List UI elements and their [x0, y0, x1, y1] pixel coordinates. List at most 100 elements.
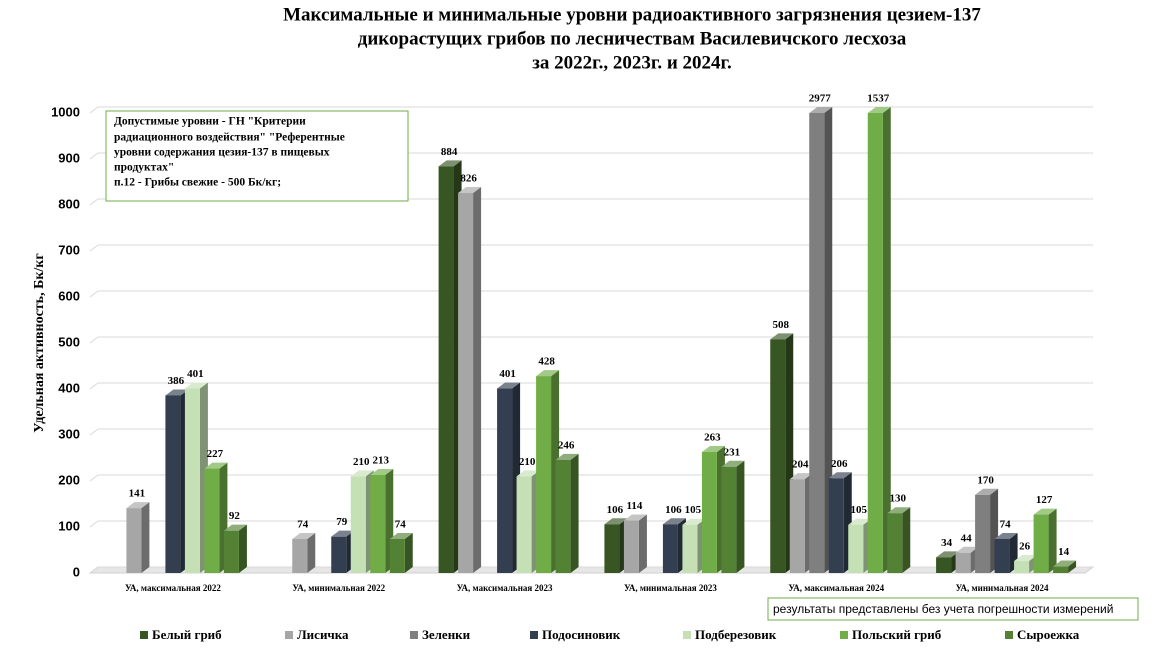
bar: [438, 166, 454, 574]
legend-label: Лисичка: [297, 627, 349, 642]
bar: [955, 552, 971, 573]
legend-label: Подосиновик: [542, 627, 621, 642]
value-label: 14: [1058, 546, 1070, 558]
bar-side: [736, 460, 745, 573]
bar-side: [638, 514, 647, 573]
value-label: 92: [229, 510, 241, 522]
grid-line: [89, 566, 1093, 574]
value-label: 210: [353, 456, 370, 468]
legend-label: Польский гриб: [852, 627, 942, 642]
bar-top: [721, 460, 745, 467]
bar-top: [662, 518, 686, 525]
value-label: 26: [1019, 541, 1031, 553]
bar-side: [882, 107, 891, 573]
value-label: 114: [626, 500, 642, 512]
bar: [350, 476, 366, 573]
value-label: 206: [831, 458, 848, 470]
x-tick-label: УА, минимальная 2022: [292, 583, 385, 593]
bar-side: [570, 453, 579, 573]
legend-label: Белый гриб: [152, 627, 222, 642]
x-tick-label: УА, минимальная 2023: [624, 583, 717, 593]
legend-label: Подберезовик: [695, 627, 777, 642]
bar: [370, 475, 386, 573]
bar-top: [389, 532, 413, 539]
y-tick-label: 500: [58, 334, 80, 349]
value-label: 2977: [809, 93, 832, 105]
value-label: 227: [207, 448, 224, 460]
bar-top: [292, 532, 316, 539]
value-label: 1537: [867, 93, 890, 105]
bar: [701, 452, 717, 573]
bar-side: [404, 532, 413, 573]
bar: [994, 538, 1010, 573]
bar: [331, 536, 347, 573]
x-tick-label: УА, максимальная 2022: [125, 583, 221, 593]
annotation: продуктах": [114, 162, 174, 174]
bar: [458, 193, 474, 574]
bar-top: [370, 469, 394, 476]
bar-top: [848, 518, 872, 525]
bar-side: [307, 532, 316, 573]
chart-title: Максимальные и минимальные уровни радиоа…: [283, 4, 981, 25]
y-tick-label: 700: [58, 242, 80, 257]
bar-top: [184, 382, 208, 389]
bar: [789, 479, 805, 573]
value-label: 170: [977, 474, 994, 486]
bar: [184, 388, 200, 573]
bar: [887, 513, 903, 573]
value-label: 246: [558, 439, 575, 451]
grid-line: [89, 244, 1093, 252]
bar: [848, 524, 864, 573]
bar-top: [126, 502, 150, 509]
bar: [497, 388, 513, 573]
value-label: 210: [519, 456, 536, 468]
plot-area: 0 100 200 300 400 500 600 700 800 900 1000 УА, макс…: [51, 93, 1095, 642]
bar: [809, 113, 825, 573]
grid-line: [89, 428, 1093, 436]
legend-swatch: [285, 631, 293, 639]
bar-top: [204, 462, 228, 469]
bar-top: [604, 518, 628, 525]
bar: [623, 520, 639, 573]
legend-swatch: [410, 631, 418, 639]
bar-top: [331, 530, 355, 537]
legend-swatch: [683, 631, 691, 639]
value-label: 386: [168, 375, 185, 387]
bar-side: [1068, 560, 1077, 573]
bar: [292, 538, 308, 573]
bar: [682, 524, 698, 573]
bar: [536, 376, 552, 573]
bar-top: [975, 488, 999, 495]
y-tick-label: 600: [58, 288, 80, 303]
bar-side: [824, 107, 833, 573]
bar-top: [223, 524, 247, 531]
bar-top: [1033, 508, 1057, 515]
value-label: 213: [373, 455, 390, 467]
annotation: п.12 - Грибы свежие - 500 Бк/кг;: [114, 177, 281, 189]
grid-line: [89, 290, 1093, 298]
bar-top: [682, 518, 706, 525]
value-label: 204: [792, 459, 809, 471]
grid-line: [89, 336, 1093, 344]
legend-swatch: [530, 631, 538, 639]
legend-swatch: [1005, 631, 1013, 639]
value-label: 401: [187, 368, 204, 380]
footnote: результаты представлены без учета погреш…: [773, 602, 1113, 616]
bar: [204, 468, 220, 573]
bar-top: [867, 107, 891, 113]
bar-top: [536, 370, 560, 377]
bar-side: [141, 502, 150, 573]
grid-line: [89, 198, 1093, 206]
bar: [721, 466, 737, 573]
value-label: 74: [395, 518, 407, 530]
y-tick-label: 400: [58, 380, 80, 395]
bar: [975, 494, 991, 573]
bar-top: [497, 382, 521, 389]
chart-title: за 2022г., 2023г. и 2024г.: [532, 52, 732, 73]
annotation: Допустимые уровни - ГН "Критерии: [114, 116, 306, 128]
annotation: радиационного воздействия" "Референтные: [114, 132, 345, 144]
value-label: 130: [890, 493, 907, 505]
annotation-box: [105, 110, 409, 202]
y-tick-label: 300: [58, 426, 80, 441]
